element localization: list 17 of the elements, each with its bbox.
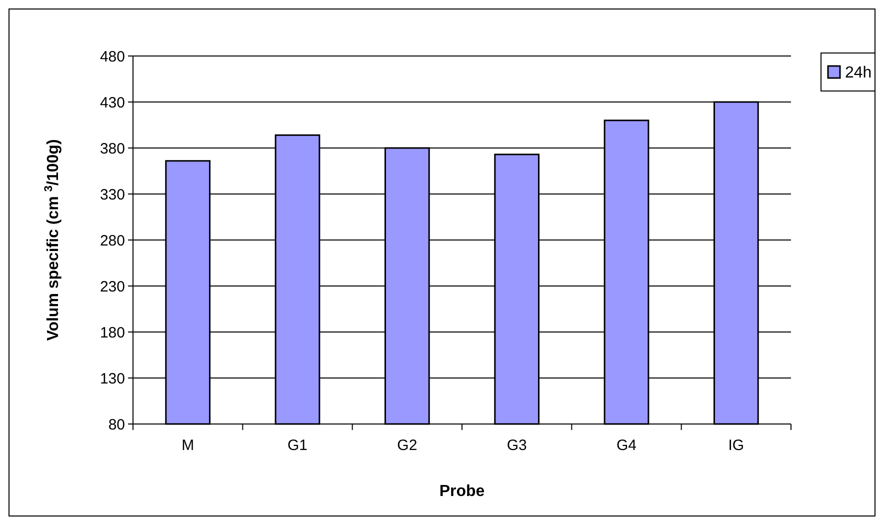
y-tick-label: 230 xyxy=(100,278,125,296)
y-tick-label: 380 xyxy=(100,140,125,158)
x-axis-title: Probe xyxy=(439,483,485,500)
x-tick-label: G3 xyxy=(506,437,527,454)
y-tick-label: 130 xyxy=(100,370,125,388)
x-tick-label: G4 xyxy=(616,437,637,454)
y-tick-label: 430 xyxy=(100,94,125,112)
x-tick-label: IG xyxy=(728,437,744,454)
x-tick-label: G1 xyxy=(287,437,308,454)
x-tick-label: G2 xyxy=(397,437,418,454)
x-tick-label: M xyxy=(182,437,194,454)
y-tick-label: 480 xyxy=(100,48,125,66)
y-tick-label: 280 xyxy=(100,232,125,250)
legend-label: 24h xyxy=(845,64,872,82)
y-tick-label: 180 xyxy=(100,324,125,342)
y-tick-label: 80 xyxy=(108,416,125,434)
y-tick-label: 330 xyxy=(100,186,125,204)
